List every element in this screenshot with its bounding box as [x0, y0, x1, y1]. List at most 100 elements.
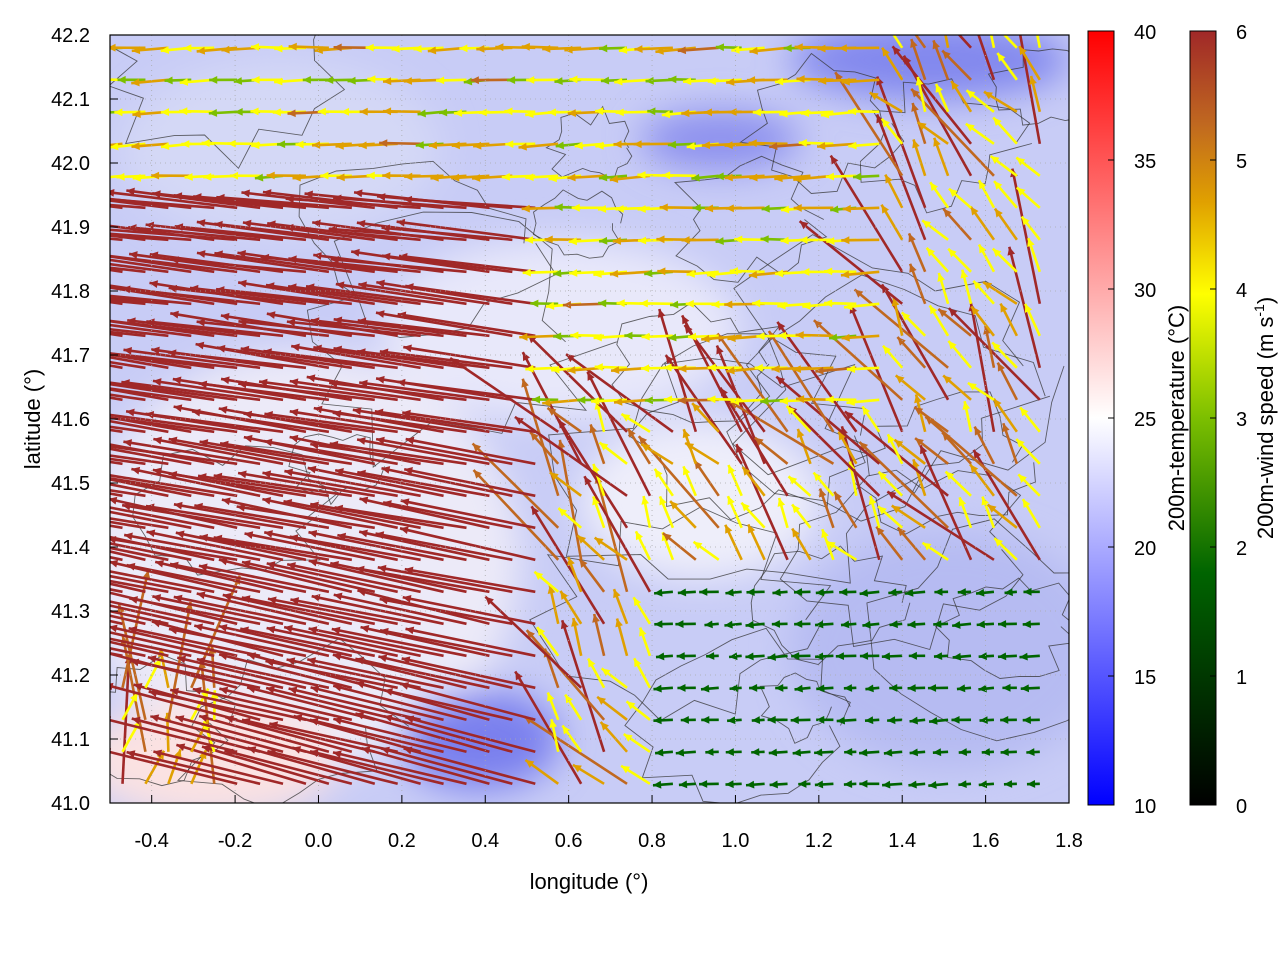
wind-arrow-head [101, 252, 110, 260]
wind-arrow-head [60, 500, 69, 508]
contour-line [739, 52, 905, 194]
wind-arrow [265, 686, 399, 722]
wind-arrow [110, 652, 123, 658]
wind-arrow [355, 681, 490, 722]
wind-arrow-head [547, 692, 555, 702]
wind-arrow [484, 595, 583, 689]
wind-arrow-head [198, 473, 207, 481]
wind-arrow-head [653, 684, 662, 693]
wind-arrow-head [30, 226, 38, 234]
wind-arrow-head [933, 620, 942, 629]
wind-arrow-head [313, 405, 323, 414]
wind-arrow-head [772, 588, 781, 597]
wind-arrow-head [222, 592, 232, 601]
wind-arrow-head [777, 331, 787, 340]
wind-arrow [813, 319, 904, 401]
wind-arrow-head [359, 379, 368, 388]
wind-arrow-head [813, 472, 822, 482]
colorbar-tick-label: 5 [1236, 151, 1247, 173]
wind-arrow-head [793, 588, 803, 596]
wind-arrow-head [549, 719, 557, 728]
wind-arrow-head [391, 44, 400, 53]
wind-arrow-head [699, 780, 708, 788]
wind-arrow-head [1000, 748, 1009, 757]
wind-arrow-head [33, 288, 41, 296]
colorbar-tick-label: 30 [1134, 280, 1156, 302]
wind-arrow-head [193, 193, 202, 201]
wind-arrow-head [173, 404, 183, 413]
wind-arrow-head [359, 529, 368, 538]
wind-arrow-head [791, 652, 800, 660]
wind-arrow [110, 323, 192, 338]
wind-arrow-head [15, 473, 24, 481]
wind-arrow-head [692, 403, 701, 412]
wind-arrow-head [438, 108, 448, 117]
wind-arrow-head [711, 300, 720, 309]
wind-arrow [381, 466, 513, 498]
wind-arrow-head [179, 107, 188, 116]
wind-arrow-head [132, 110, 141, 118]
wind-arrow [110, 474, 238, 498]
wind-arrow [358, 282, 490, 306]
wind-arrow-head [846, 365, 856, 373]
wind-arrow-head [289, 534, 299, 542]
wind-arrow-head [35, 622, 44, 630]
wind-arrow [110, 546, 169, 562]
x-tick-label: 0.8 [638, 830, 666, 852]
wind-arrow-head [55, 315, 64, 323]
wind-arrow-head [836, 716, 846, 725]
wind-arrow-head [724, 620, 733, 629]
wind-arrow-head [374, 408, 384, 417]
wind-arrow-head [114, 108, 123, 117]
wind-arrow-head [329, 379, 338, 388]
wind-arrow-head [769, 780, 778, 789]
wind-arrow-head [655, 748, 664, 757]
wind-arrow [218, 653, 353, 690]
wind-arrow-head [121, 285, 131, 294]
wind-arrow-head [564, 45, 573, 54]
wind-arrow-head [786, 405, 796, 415]
wind-arrow-head [375, 310, 385, 318]
wind-arrow-head [131, 78, 140, 87]
wind-arrow-head [286, 657, 296, 666]
wind-arrow [247, 746, 376, 786]
wind-arrow [214, 222, 352, 242]
wind-arrow [398, 254, 536, 274]
wind-arrow [126, 189, 261, 210]
wind-arrow [110, 574, 192, 594]
wind-arrow-head [584, 476, 592, 486]
wind-arrow [396, 220, 536, 242]
wind-arrow-head [545, 302, 555, 310]
wind-arrow-head [844, 748, 853, 756]
wind-arrow-head [614, 77, 623, 86]
wind-arrow [380, 747, 513, 786]
wind-arrow [404, 567, 536, 594]
wind-arrow-head [177, 655, 187, 664]
wind-arrow-head [934, 588, 943, 596]
wind-arrow-head [333, 43, 342, 52]
wind-arrow-head [562, 300, 572, 309]
wind-arrow-head [952, 652, 962, 661]
wind-arrow-head [854, 289, 864, 298]
wind-arrow [110, 647, 146, 658]
wind-arrow-head [992, 342, 1001, 351]
wind-arrow-head [798, 780, 807, 788]
wind-arrow-head [453, 109, 463, 117]
wind-arrow-head [992, 248, 1002, 258]
wind-arrow [290, 598, 421, 626]
wind-arrow-head [677, 396, 686, 405]
wind-arrow-head [746, 76, 756, 84]
wind-arrow-head [922, 542, 932, 551]
wind-arrow-head [1019, 46, 1027, 56]
wind-arrow-head [404, 566, 414, 575]
wind-arrow [110, 360, 146, 370]
wind-arrow-head [173, 501, 183, 510]
wind-arrow [110, 419, 169, 434]
wind-arrow-head [859, 589, 869, 597]
wind-arrow-head [10, 559, 19, 567]
wind-arrow-head [974, 426, 982, 436]
wind-arrow-head [761, 204, 770, 213]
wind-arrow-head [0, 531, 2, 539]
contour-line [673, 155, 828, 283]
wind-arrow-head [844, 302, 853, 311]
